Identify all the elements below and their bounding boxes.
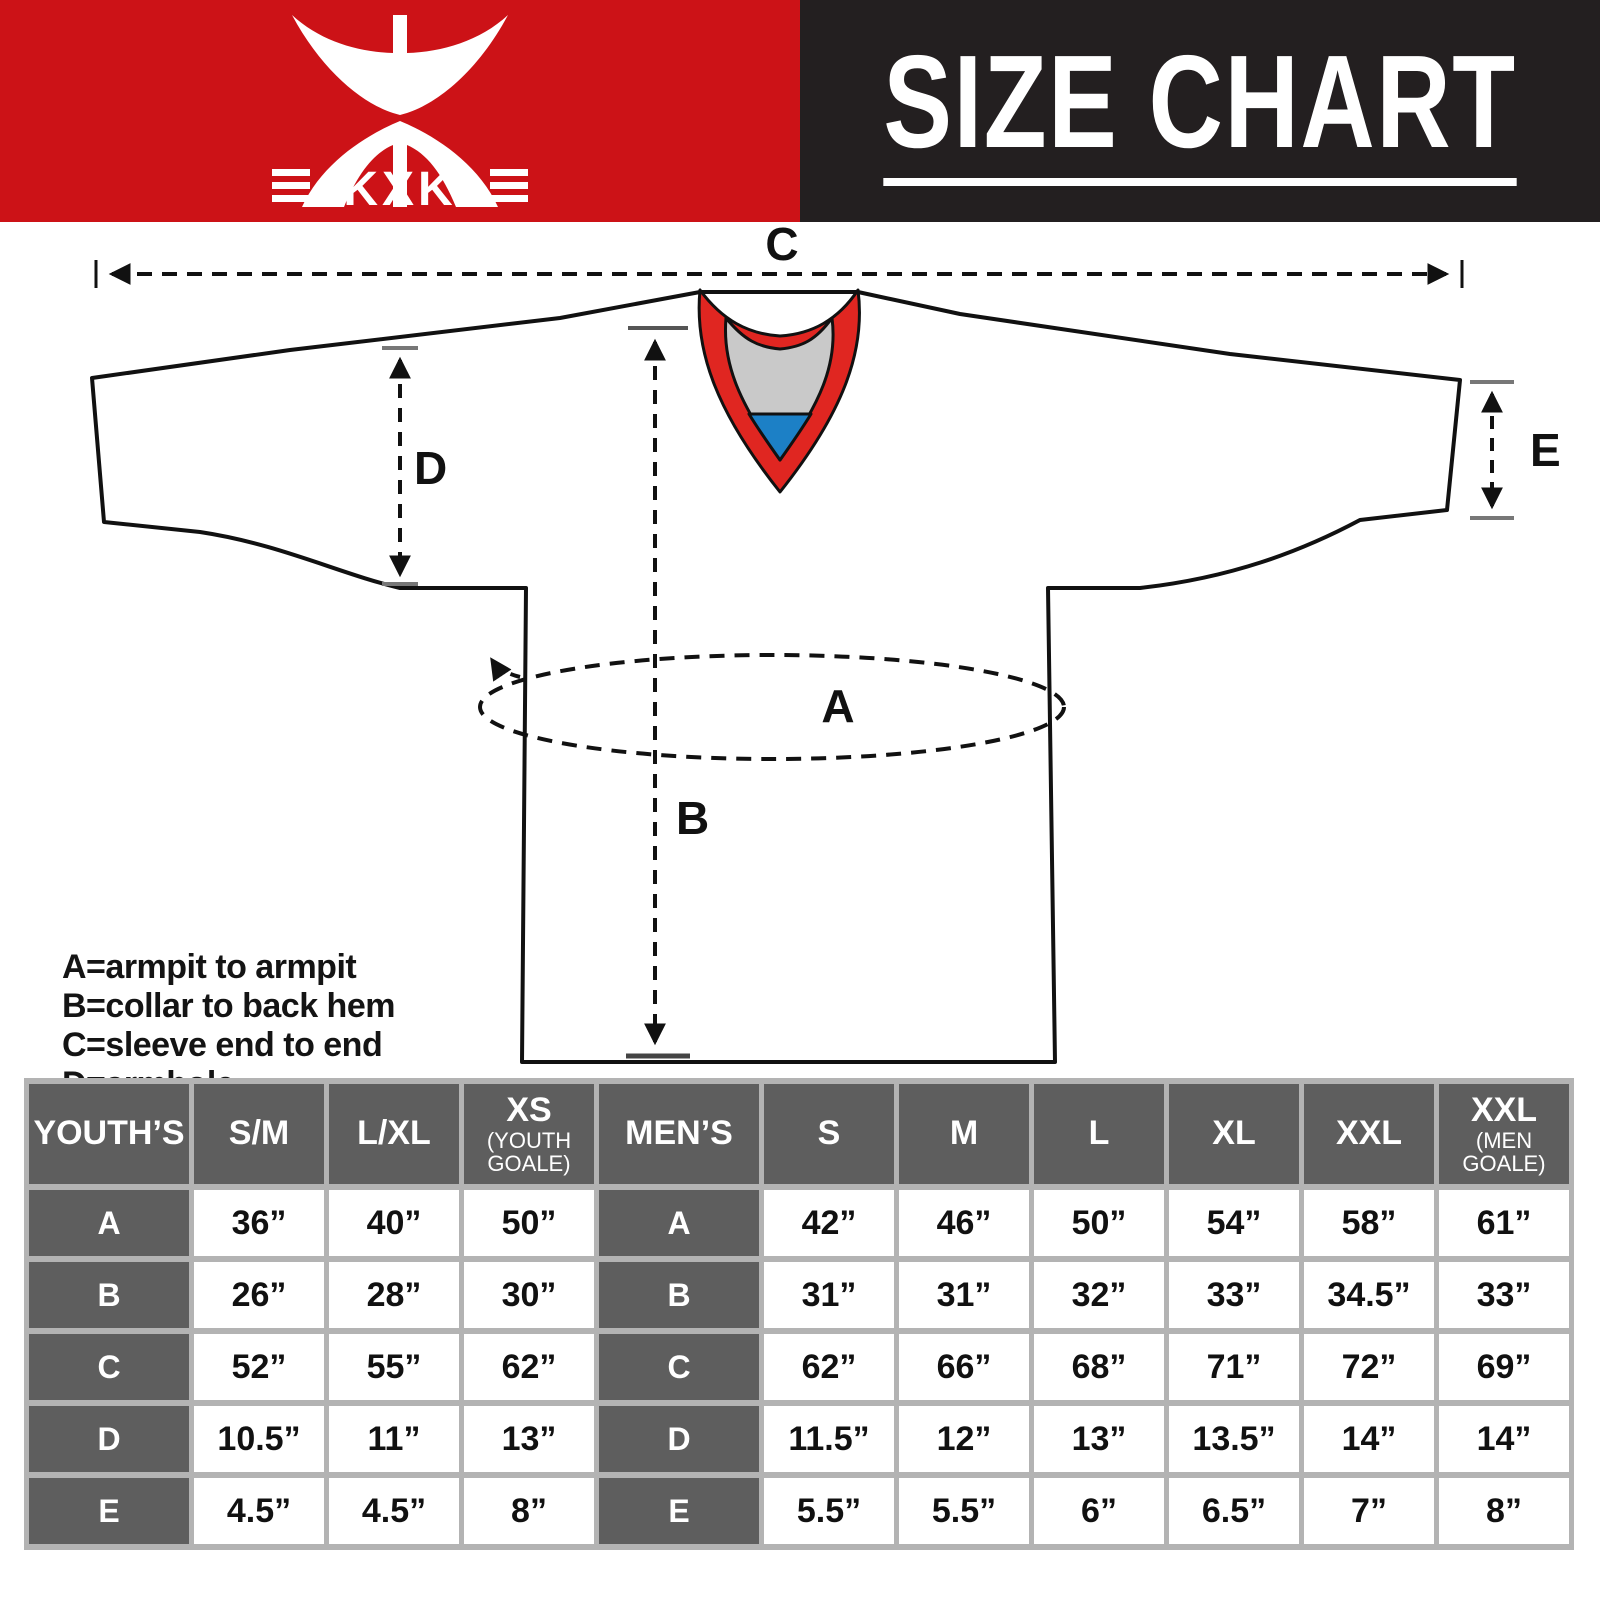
row-label: D — [29, 1406, 189, 1472]
row-label: A — [29, 1190, 189, 1256]
cell-value: 61” — [1439, 1190, 1569, 1256]
page-title: SIZE CHART — [883, 28, 1517, 175]
measure-c-label: C — [765, 222, 798, 270]
cell-value: 8” — [1439, 1478, 1569, 1544]
cell-value: 14” — [1439, 1406, 1569, 1472]
cell-value: 28” — [329, 1262, 459, 1328]
header-xs-youth-goale: XS (YOUTH GOALE) — [464, 1084, 594, 1184]
title-underline — [883, 178, 1517, 186]
cell-value: 68” — [1034, 1334, 1164, 1400]
size-chart-table: YOUTH’S S/M L/XL XS (YOUTH GOALE) MEN’S S… — [24, 1078, 1574, 1550]
cell-value: 69” — [1439, 1334, 1569, 1400]
table-row-d: D 10.5” 11” 13” D 11.5” 12” 13” 13.5” 14… — [29, 1406, 1569, 1472]
cell-value: 5.5” — [899, 1478, 1029, 1544]
row-label: E — [29, 1478, 189, 1544]
collar-tip-blue — [747, 412, 813, 462]
cell-value: 10.5” — [194, 1406, 324, 1472]
cell-value: 11.5” — [764, 1406, 894, 1472]
legend-line-c: C=sleeve end to end — [62, 1026, 383, 1064]
row-label: B — [29, 1262, 189, 1328]
legend-line-b: B=collar to back hem — [62, 987, 395, 1025]
cell-value: 6” — [1034, 1478, 1164, 1544]
cell-value: 55” — [329, 1334, 459, 1400]
header-xxl: XXL — [1304, 1084, 1434, 1184]
table-header-row: YOUTH’S S/M L/XL XS (YOUTH GOALE) MEN’S S… — [29, 1084, 1569, 1184]
row-label: B — [599, 1262, 759, 1328]
cell-value: 14” — [1304, 1406, 1434, 1472]
jersey-measurement-diagram: C D B A E — [90, 222, 1561, 1064]
table-row-a: A 36” 40” 50” A 42” 46” 50” 54” 58” 61” — [29, 1190, 1569, 1256]
measure-d-label: D — [414, 442, 447, 494]
cell-value: 8” — [464, 1478, 594, 1544]
row-label: A — [599, 1190, 759, 1256]
cell-value: 71” — [1169, 1334, 1299, 1400]
header-s: S — [764, 1084, 894, 1184]
measure-a-ellipse — [478, 653, 1066, 761]
cell-value: 34.5” — [1304, 1262, 1434, 1328]
logo-bottom-shape — [302, 121, 498, 207]
logo-triple-bars-right — [490, 169, 528, 202]
header-l: L — [1034, 1084, 1164, 1184]
cell-value: 36” — [194, 1190, 324, 1256]
cell-value: 31” — [764, 1262, 894, 1328]
cell-value: 30” — [464, 1262, 594, 1328]
measure-a-label: A — [821, 680, 854, 732]
cell-value: 13.5” — [1169, 1406, 1299, 1472]
cell-value: 31” — [899, 1262, 1029, 1328]
cell-value: 4.5” — [329, 1478, 459, 1544]
cell-value: 12” — [899, 1406, 1029, 1472]
collar-inner-gray — [723, 316, 835, 462]
legend-line-a: A=armpit to armpit — [62, 948, 357, 986]
cell-value: 50” — [1034, 1190, 1164, 1256]
cell-value: 33” — [1169, 1262, 1299, 1328]
row-label: C — [599, 1334, 759, 1400]
header-youths: YOUTH’S — [29, 1084, 189, 1184]
cell-value: 33” — [1439, 1262, 1569, 1328]
cell-value: 54” — [1169, 1190, 1299, 1256]
cell-value: 32” — [1034, 1262, 1164, 1328]
cell-value: 7” — [1304, 1478, 1434, 1544]
cell-value: 62” — [464, 1334, 594, 1400]
title-banner: SIZE CHART — [800, 0, 1600, 222]
logo-triple-bars-left — [272, 169, 310, 202]
cell-value: 42” — [764, 1190, 894, 1256]
jersey-outline — [90, 290, 1462, 1064]
header-mens: MEN’S — [599, 1084, 759, 1184]
cell-value: 11” — [329, 1406, 459, 1472]
measure-a-arrow-curl — [490, 657, 521, 682]
logo-top-shape — [292, 15, 508, 115]
header-m: M — [899, 1084, 1029, 1184]
cell-value: 58” — [1304, 1190, 1434, 1256]
cell-value: 40” — [329, 1190, 459, 1256]
cell-value: 13” — [464, 1406, 594, 1472]
cell-value: 72” — [1304, 1334, 1434, 1400]
header-xxl-men-goale: XXL (MEN GOALE) — [1439, 1084, 1569, 1184]
logo-text: KXK — [343, 163, 456, 211]
cell-value: 5.5” — [764, 1478, 894, 1544]
kxk-logo: KXK — [272, 15, 528, 211]
row-label: E — [599, 1478, 759, 1544]
cell-value: 50” — [464, 1190, 594, 1256]
cell-value: 6.5” — [1169, 1478, 1299, 1544]
header-lxl: L/XL — [329, 1084, 459, 1184]
cell-value: 62” — [764, 1334, 894, 1400]
row-label: D — [599, 1406, 759, 1472]
table-row-c: C 52” 55” 62” C 62” 66” 68” 71” 72” 69” — [29, 1334, 1569, 1400]
cell-value: 46” — [899, 1190, 1029, 1256]
row-label: C — [29, 1334, 189, 1400]
measure-e-label: E — [1530, 424, 1561, 476]
page-header: KXK SIZE CHART — [0, 0, 1600, 222]
measure-b-label: B — [676, 792, 709, 844]
table-row-e: E 4.5” 4.5” 8” E 5.5” 5.5” 6” 6.5” 7” 8” — [29, 1478, 1569, 1544]
cell-value: 52” — [194, 1334, 324, 1400]
header-xl: XL — [1169, 1084, 1299, 1184]
brand-banner: KXK — [0, 0, 800, 222]
header-sm: S/M — [194, 1084, 324, 1184]
table-row-b: B 26” 28” 30” B 31” 31” 32” 33” 34.5” 33… — [29, 1262, 1569, 1328]
cell-value: 66” — [899, 1334, 1029, 1400]
cell-value: 4.5” — [194, 1478, 324, 1544]
cell-value: 13” — [1034, 1406, 1164, 1472]
cell-value: 26” — [194, 1262, 324, 1328]
